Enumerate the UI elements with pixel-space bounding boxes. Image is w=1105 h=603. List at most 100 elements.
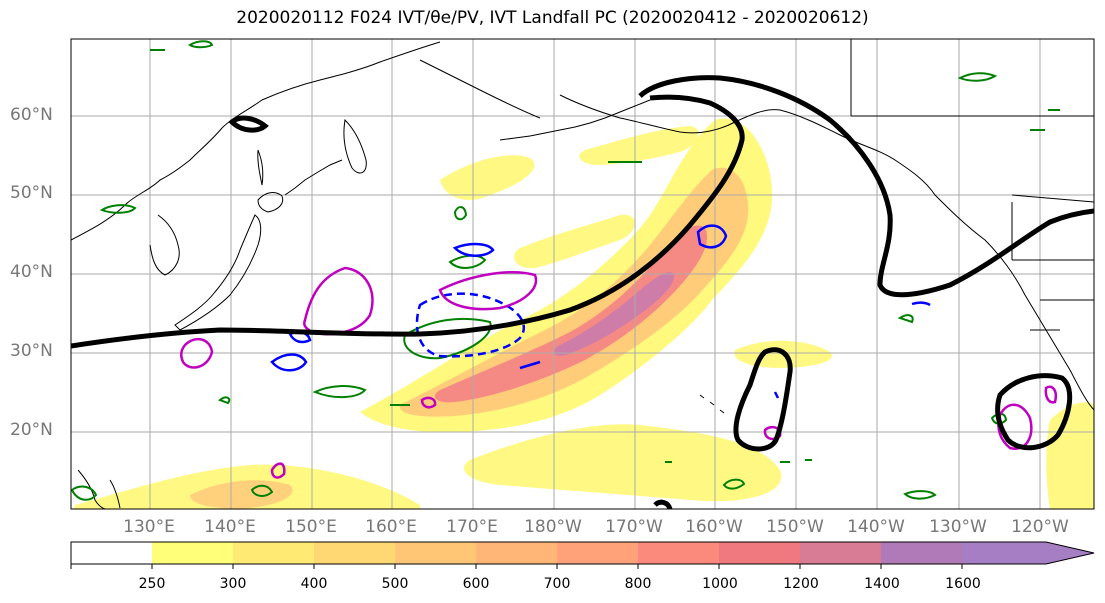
colorbar-label-300: 300 <box>219 576 247 592</box>
colorbar-label-700: 700 <box>543 576 571 592</box>
colorbar-segment <box>962 542 1046 564</box>
lat-label-30n: 30°N <box>10 341 53 361</box>
ivt-band-800 <box>435 225 708 403</box>
lat-label-60n: 60°N <box>10 105 53 125</box>
pv-contour <box>303 266 374 336</box>
lon-label-170e: 170°E <box>446 517 498 537</box>
theta-e-contour <box>150 40 214 51</box>
pv-contour <box>1044 385 1057 404</box>
aleutian-islands <box>499 99 651 141</box>
pv-contour <box>997 403 1033 450</box>
pv-contour <box>180 337 214 369</box>
alaska-coast <box>559 94 1094 411</box>
philippines-coast <box>77 469 121 509</box>
colorbar-label-500: 500 <box>381 576 409 592</box>
japan-hokkaido <box>257 192 284 213</box>
colorbar-label-1200: 1200 <box>783 576 819 592</box>
negative-contour-dashed <box>415 292 526 358</box>
theta-e-contour <box>448 254 487 269</box>
colorbar-label-600: 600 <box>462 576 490 592</box>
colorbar-label-1600: 1600 <box>945 576 981 592</box>
lon-label-150w: 150°W <box>766 517 824 537</box>
lat-label-20n: 20°N <box>10 420 53 440</box>
ivt-band-250-branch <box>514 214 635 269</box>
theta-e-contour <box>218 396 410 406</box>
pv-contour <box>438 271 538 311</box>
colorbar-segment <box>719 542 801 564</box>
colorbar-segment <box>800 542 882 564</box>
theta-e-contours <box>71 40 1060 501</box>
lon-label-120w: 120°W <box>1011 517 1069 537</box>
theta-e-contour <box>722 478 746 490</box>
lon-label-180w: 180°W <box>524 517 582 537</box>
negative-contours <box>270 224 931 399</box>
chukotka-coast <box>419 59 541 119</box>
landfall-pc-contour-stub <box>653 499 673 509</box>
colorbar-segment <box>152 542 234 564</box>
theta-e-contour <box>312 385 367 398</box>
colorbar-segment <box>638 542 720 564</box>
negative-contour <box>452 242 495 257</box>
lon-label-160e: 160°E <box>365 517 417 537</box>
landfall-pc-contour-hawaii <box>733 347 793 452</box>
pv-contour <box>270 462 286 479</box>
colorbar-frame <box>70 541 1095 565</box>
landfall-pc-contour-main <box>71 94 745 349</box>
ivt-band-250-gulf <box>579 126 699 165</box>
ivt-shading <box>73 118 1094 509</box>
colorbar-segment <box>233 542 315 564</box>
landfall-pc-contour-gulf <box>638 75 1094 298</box>
japan-honshu <box>174 214 262 331</box>
colorbar-extend-arrow <box>1046 542 1094 564</box>
colorbar-label-800: 800 <box>624 576 652 592</box>
ivt-band-250-se <box>1046 402 1094 509</box>
kuril-islands <box>284 159 343 196</box>
colorbar-segment <box>881 542 963 564</box>
lon-label-140w: 140°W <box>847 517 905 537</box>
map-frame <box>70 38 1095 510</box>
lat-label-50n: 50°N <box>10 183 53 203</box>
asia-coast <box>71 41 441 241</box>
theta-e-contour <box>250 484 274 497</box>
lon-label-130e: 130°E <box>123 517 175 537</box>
theta-e-contour <box>903 490 937 500</box>
ivt-band-1200 <box>553 272 675 356</box>
kamchatka <box>343 118 367 174</box>
colorbar-segment <box>476 542 558 564</box>
colorbar <box>70 541 1095 569</box>
lat-label-40n: 40°N <box>10 262 53 282</box>
colorbar-label-400: 400 <box>300 576 328 592</box>
theta-e-contour <box>1030 109 1060 131</box>
theta-e-contour <box>99 204 137 214</box>
colorbar-label-1400: 1400 <box>864 576 900 592</box>
lon-label-170w: 170°W <box>605 517 663 537</box>
hawaii-islands <box>699 394 725 414</box>
colorbar-segment-0 <box>71 542 152 564</box>
colorbar-segment <box>557 542 639 564</box>
negative-contour <box>911 301 931 307</box>
lon-label-150e: 150°E <box>285 517 337 537</box>
map-panel <box>71 39 1094 509</box>
landfall-pc-contours <box>71 75 1094 509</box>
theta-e-contour <box>453 206 468 221</box>
negative-contour <box>270 353 308 372</box>
ivt-band-250-north <box>440 155 535 200</box>
theta-e-contour <box>71 485 98 501</box>
landfall-pc-contour-baja <box>995 373 1073 451</box>
coastlines <box>71 41 1094 509</box>
borders <box>850 39 1094 331</box>
theta-e-contour <box>665 459 812 463</box>
korea-coast <box>149 214 180 276</box>
colorbar-label-1000: 1000 <box>702 576 738 592</box>
lon-label-140e: 140°E <box>204 517 256 537</box>
pv-contour <box>420 396 437 409</box>
pv-contours <box>180 266 1057 479</box>
sakhalin <box>257 149 264 186</box>
ivt-band-250-south <box>464 424 782 502</box>
colorbar-label-250: 250 <box>138 576 166 592</box>
colorbar-ticks <box>70 564 963 569</box>
theta-e-contour <box>957 72 998 82</box>
theta-e-contour <box>897 314 914 324</box>
colorbar-segment <box>395 542 477 564</box>
